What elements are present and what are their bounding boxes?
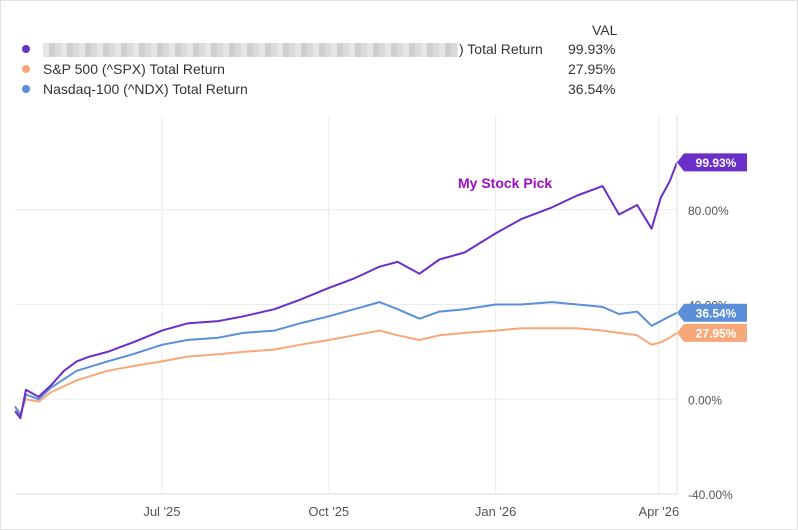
svg-text:36.54%: 36.54% xyxy=(696,306,737,320)
legend-name: S&P 500 (^SPX) Total Return xyxy=(43,61,225,77)
legend-dot xyxy=(22,65,30,73)
my-stock-end-label: 99.93% xyxy=(677,153,747,172)
legend-dot xyxy=(22,85,30,93)
legend-item-sp500[interactable]: S&P 500 (^SPX) Total Return 27.95% xyxy=(22,60,642,80)
legend-name: Nasdaq-100 (^NDX) Total Return xyxy=(43,81,248,97)
legend-dot xyxy=(22,45,30,53)
sp500-end-label: 27.95% xyxy=(677,323,747,342)
legend-column-header: VAL xyxy=(592,22,618,38)
y-tick-label: 0.00% xyxy=(688,393,722,407)
my-stock-line[interactable] xyxy=(14,162,678,420)
x-tick-label: Apr '26 xyxy=(638,504,679,519)
series-layer xyxy=(14,162,678,420)
my-stock-pick-annotation: My Stock Pick xyxy=(458,175,553,191)
y-tick-label: -40.00% xyxy=(688,488,733,502)
x-tick-label: Oct '25 xyxy=(308,504,349,519)
redacted-name xyxy=(43,43,458,57)
nasdaq100-end-label: 36.54% xyxy=(677,303,747,322)
x-tick-label: Jul '25 xyxy=(143,504,180,519)
legend-item-nasdaq100[interactable]: Nasdaq-100 (^NDX) Total Return 36.54% xyxy=(22,80,642,100)
x-tick-label: Jan '26 xyxy=(475,504,517,519)
sp500-line[interactable] xyxy=(14,327,678,415)
svg-text:99.93%: 99.93% xyxy=(696,156,737,170)
svg-text:27.95%: 27.95% xyxy=(696,326,737,340)
legend-value: 36.54% xyxy=(568,81,616,97)
nasdaq100-line[interactable] xyxy=(14,301,678,417)
legend-value: 27.95% xyxy=(568,61,616,77)
legend-name-suffix: ) Total Return xyxy=(459,41,543,57)
legend-item-my-stock[interactable]: ) Total Return 99.93% xyxy=(22,40,642,60)
y-tick-label: 80.00% xyxy=(688,204,729,218)
legend-value: 99.93% xyxy=(568,41,616,57)
end-labels: 99.93% 36.54% 27.95% xyxy=(677,153,747,342)
legend: VAL ) Total Return 99.93% S&P 500 (^SPX)… xyxy=(0,0,798,100)
